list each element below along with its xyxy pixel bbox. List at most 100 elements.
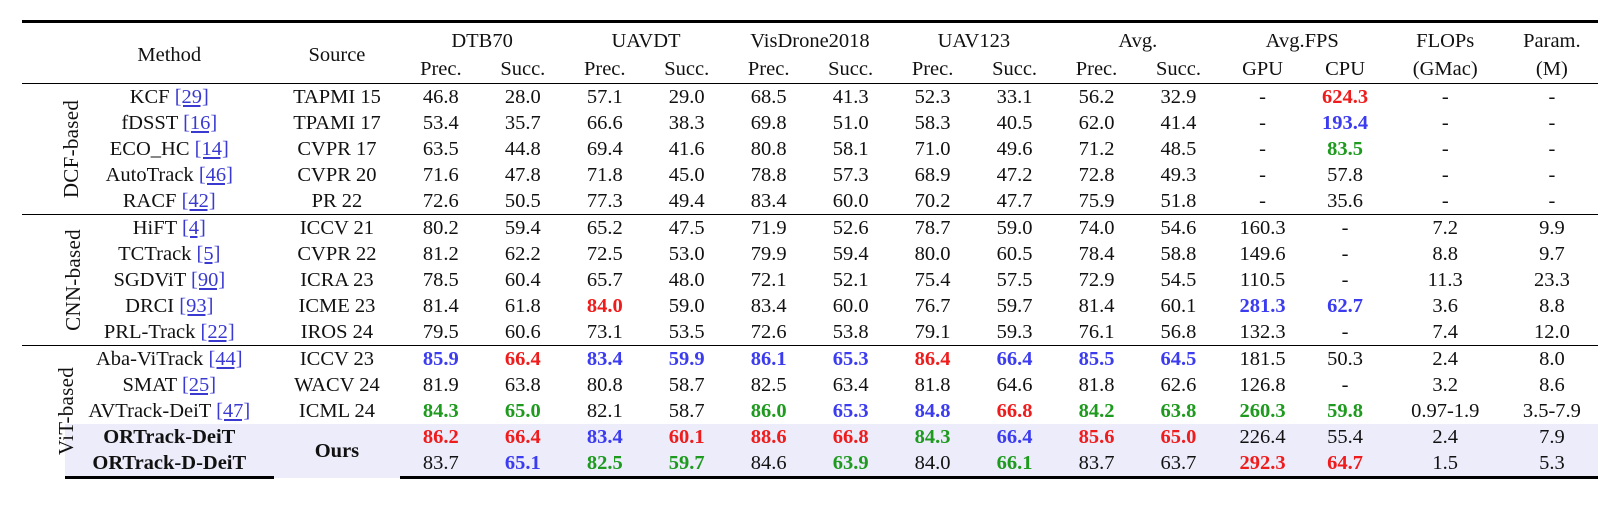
value-cell: 83.4 [750,295,787,317]
value-cell: 8.8 [1539,295,1565,317]
value-cell: 83.7 [1055,450,1138,479]
group-label-text: DCF-based [59,99,84,198]
value-cell: 79.9 [750,243,787,265]
value-cell: 8.0 [1505,345,1598,372]
citation-link[interactable]: [25] [181,374,217,396]
method-name: Aba-ViTrack [95,348,204,370]
value-cell: 53.0 [668,243,705,265]
value-cell: 86.0 [750,400,787,422]
value-cell: - [1548,112,1556,134]
prec-header: Prec. [420,58,462,80]
value-cell: 12.0 [1533,321,1570,343]
value-cell: 29.0 [645,83,728,110]
value-cell: 2.4 [1384,345,1506,372]
value-cell: 76.1 [1078,321,1115,343]
value-cell: 44.8 [504,138,541,160]
value-cell: 84.3 [891,424,974,450]
value-cell: 181.5 [1219,345,1306,372]
value-cell: 8.6 [1539,374,1565,396]
value-cell: - [1341,269,1349,291]
value-cell: 47.5 [645,214,728,241]
value-cell: 59.4 [832,243,869,265]
value-cell: 53.8 [832,321,869,343]
value-cell: 84.0 [586,295,623,317]
citation-link[interactable]: [16] [183,112,218,134]
citation-link[interactable]: [29] [174,86,209,108]
value-cell: 160.3 [1219,214,1306,241]
citation-link[interactable]: [14] [194,138,229,160]
method-name: AVTrack-DeiT [88,400,211,422]
prec-header: Prec. [747,58,790,80]
value-cell: 65.7 [586,269,623,291]
method-cell: PRL-Track [22] [65,319,274,346]
value-cell: 60.0 [832,295,869,317]
group-label-text: CNN-based [60,228,85,331]
value-cell: 59.9 [645,345,728,372]
value-cell: 126.8 [1239,374,1286,396]
value-cell: 60.6 [504,321,541,343]
header-row-2: Prec. Succ. Prec. Succ. Prec. Succ. Prec… [22,55,1598,84]
table-row: PRL-Track [22] IROS 24 79.5 60.6 73.1 53.5 72.… [22,319,1598,346]
results-table-figure: Method Source DTB70 UAVDT VisDrone2018 U… [22,20,1598,479]
value-cell: 28.0 [481,83,565,110]
citation-link[interactable]: [90] [191,269,226,291]
table-row: ORTrack-D-DeiT 83.7 65.1 82.5 59.7 84.6 63.9 84… [22,450,1598,479]
value-cell: 65.0 [1137,424,1220,450]
citation-link[interactable]: [46] [198,164,233,186]
value-cell: 193.4 [1322,112,1369,134]
citation-link[interactable]: [22] [200,321,235,343]
value-cell: 65.0 [504,400,541,422]
header-row-1: Method Source DTB70 UAVDT VisDrone2018 U… [22,20,1598,84]
value-cell: - [1441,112,1449,134]
value-cell: 68.5 [727,83,810,110]
citation-link[interactable]: [4] [181,217,206,239]
value-cell: 72.9 [1078,269,1115,291]
flops-header: FLOPs [1384,20,1506,55]
source-cell: ICRA 23 [300,269,374,291]
value-cell: 1.5 [1384,450,1506,479]
value-cell: - [1305,214,1385,241]
value-cell: 48.0 [668,269,705,291]
value-cell: - [1259,112,1266,134]
value-cell: - [1441,164,1449,186]
source-cell: CVPR 17 [297,138,377,160]
table-row: AutoTrack [46] CVPR 20 71.6 47.8 71.8 45.0 78.… [22,162,1598,188]
value-cell: 54.6 [1137,214,1220,241]
value-cell: 132.3 [1239,321,1286,343]
value-cell: 79.1 [914,321,951,343]
method-cell: ORTrack-D-DeiT [64,450,274,479]
citation-link[interactable]: [44] [208,348,243,370]
value-cell: 59.7 [996,295,1033,317]
value-cell: 71.9 [727,214,810,241]
method-name: fDSST [121,112,178,134]
value-cell: 66.6 [586,112,623,134]
source-cell: CVPR 22 [297,243,377,265]
group-label: CNN-based [22,214,85,346]
value-cell: 82.5 [750,374,787,396]
value-cell: 84.6 [727,450,810,479]
table-row: ViT-based Aba-ViTrack [44] ICCV 23 85.9 66.4… [22,345,1598,478]
method-cell: DRCI [93] [65,293,274,319]
value-cell: 58.7 [668,400,705,422]
value-cell: 84.2 [1078,400,1115,422]
citation-link[interactable]: [93] [179,295,214,317]
value-cell: 9.9 [1505,214,1598,241]
value-cell: 56.8 [1160,321,1197,343]
value-cell: 62.0 [1078,112,1115,134]
method-cell: SMAT [25] [65,372,274,398]
value-cell: 80.0 [914,243,951,265]
citation-link[interactable]: [42] [181,190,216,212]
value-cell: - [1548,164,1556,186]
citation-link[interactable]: [47] [216,400,251,422]
value-cell: - [1259,190,1266,212]
value-cell: 83.4 [564,345,646,372]
value-cell: 60.4 [504,269,541,291]
value-cell: 86.4 [891,345,974,372]
param-unit: (M) [1535,58,1568,80]
value-cell: - [1441,138,1449,160]
value-cell: 64.7 [1305,450,1385,479]
citation-link[interactable]: [5] [196,243,221,265]
method-cell: fDSST [16] [65,110,274,136]
source-cell: TPAMI 17 [293,112,381,134]
value-cell: 50.3 [1305,345,1385,372]
